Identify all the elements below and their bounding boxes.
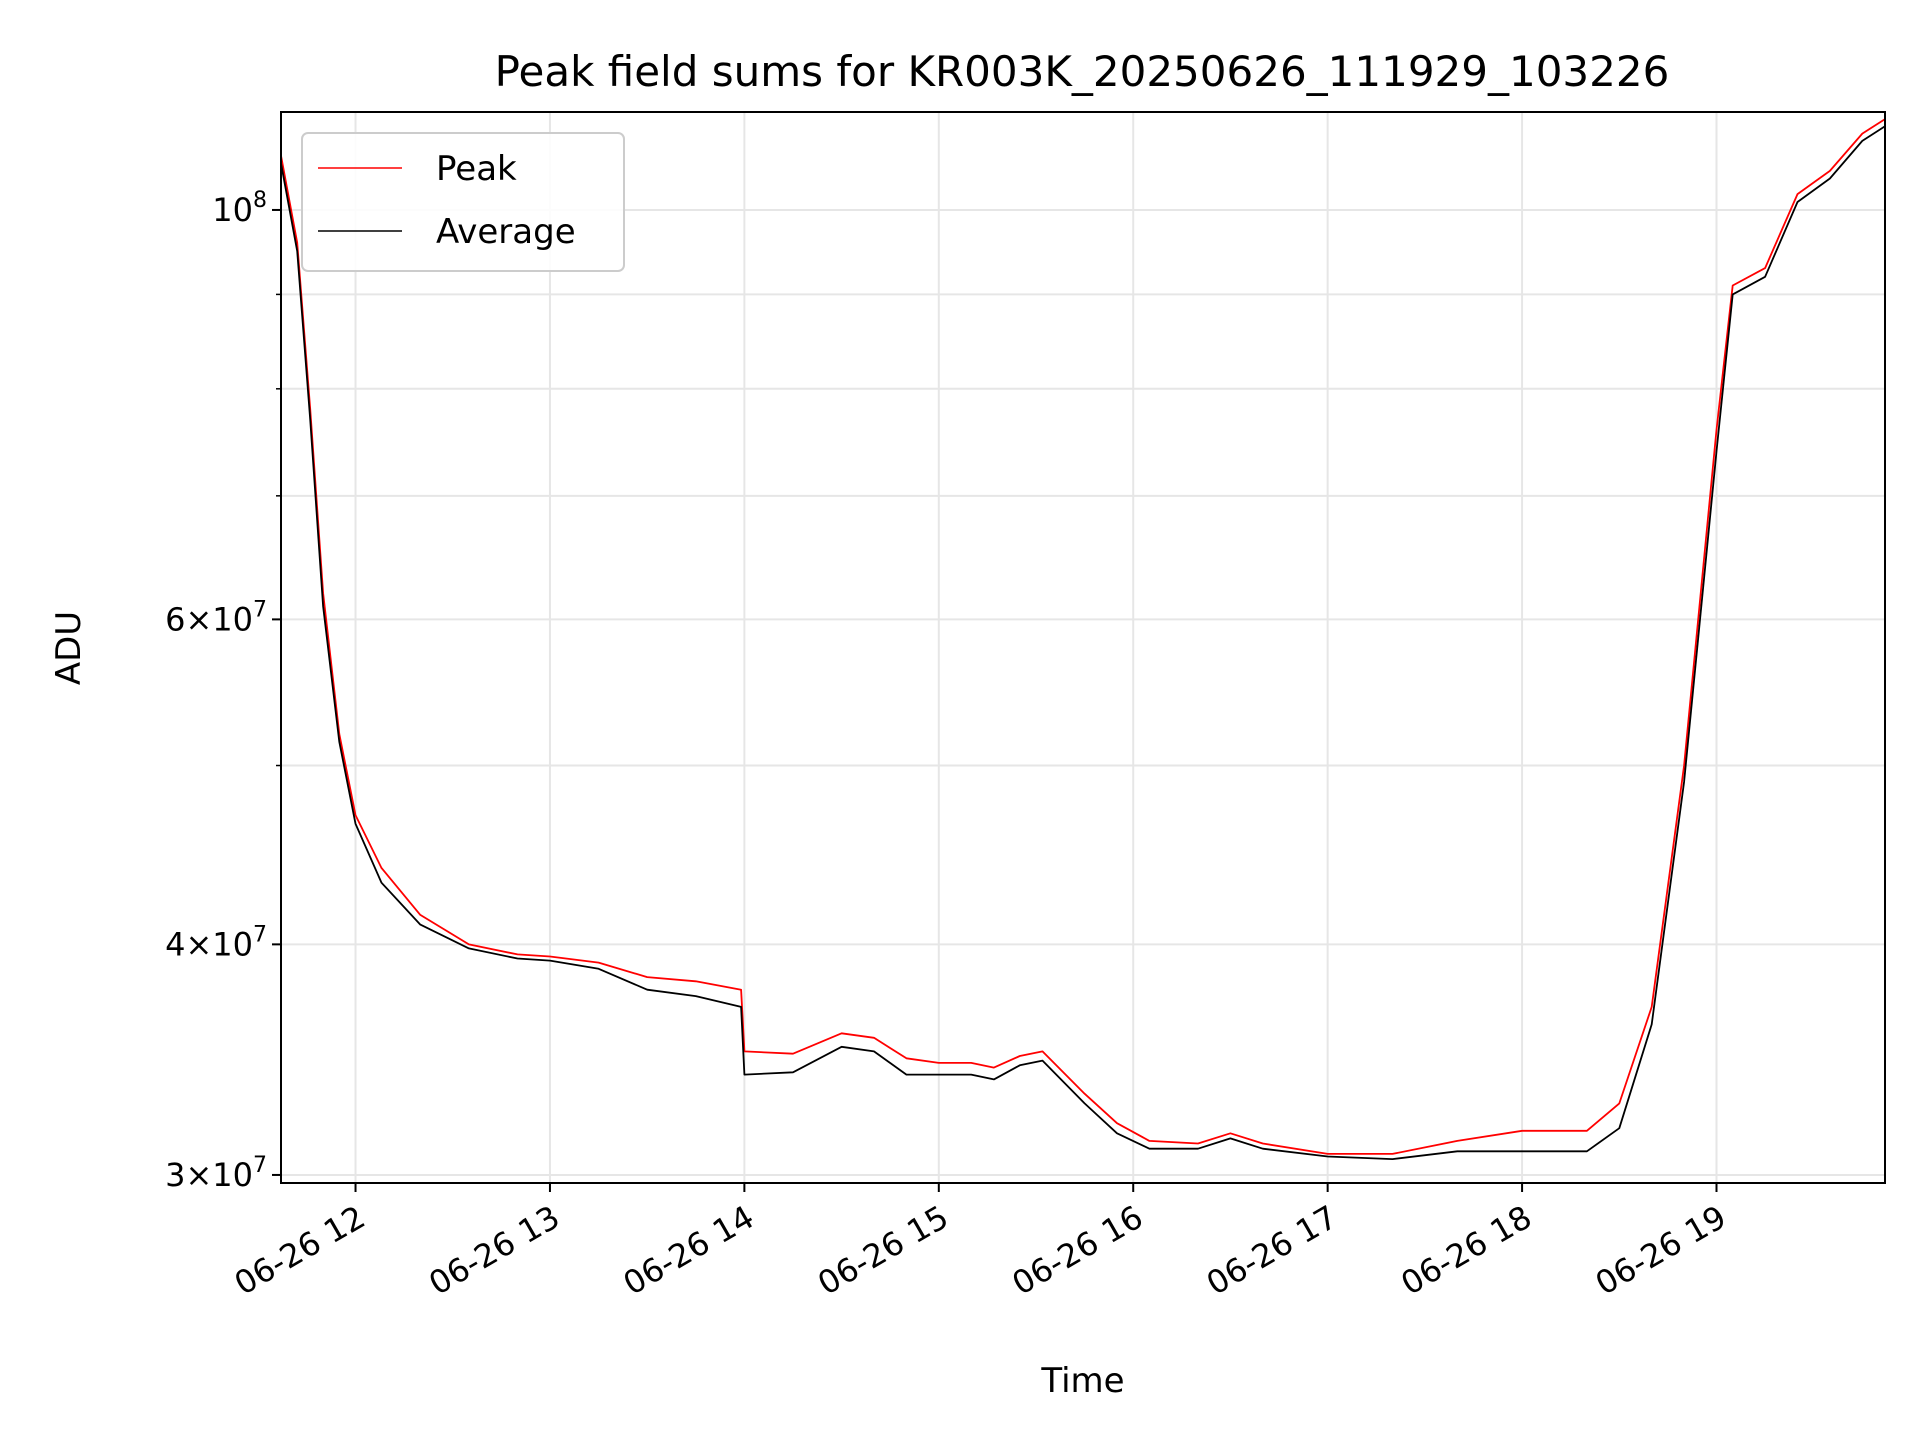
legend: Peak Average: [301, 132, 625, 272]
y-tick-label: 3×107: [165, 1153, 267, 1194]
grid-lines: [281, 112, 1885, 1183]
legend-label-peak: Peak: [436, 149, 517, 189]
legend-label-average: Average: [436, 212, 576, 252]
plot-area-frame: [280, 111, 1886, 1184]
chart-title: Peak field sums for KR003K_20250626_1119…: [495, 47, 1670, 96]
plot-series: [280, 118, 1886, 1160]
series-line-peak: [280, 118, 1886, 1155]
y-axis: 3×107 4×107 6×107 108: [165, 188, 281, 1194]
y-tick-label: 4×107: [165, 922, 267, 963]
y-tick-label: 108: [212, 188, 267, 229]
y-axis-label: ADU: [49, 611, 89, 685]
x-axis-label: Time: [1040, 1361, 1124, 1401]
y-tick-label: 6×107: [165, 597, 267, 638]
series-line-average: [280, 125, 1886, 1160]
